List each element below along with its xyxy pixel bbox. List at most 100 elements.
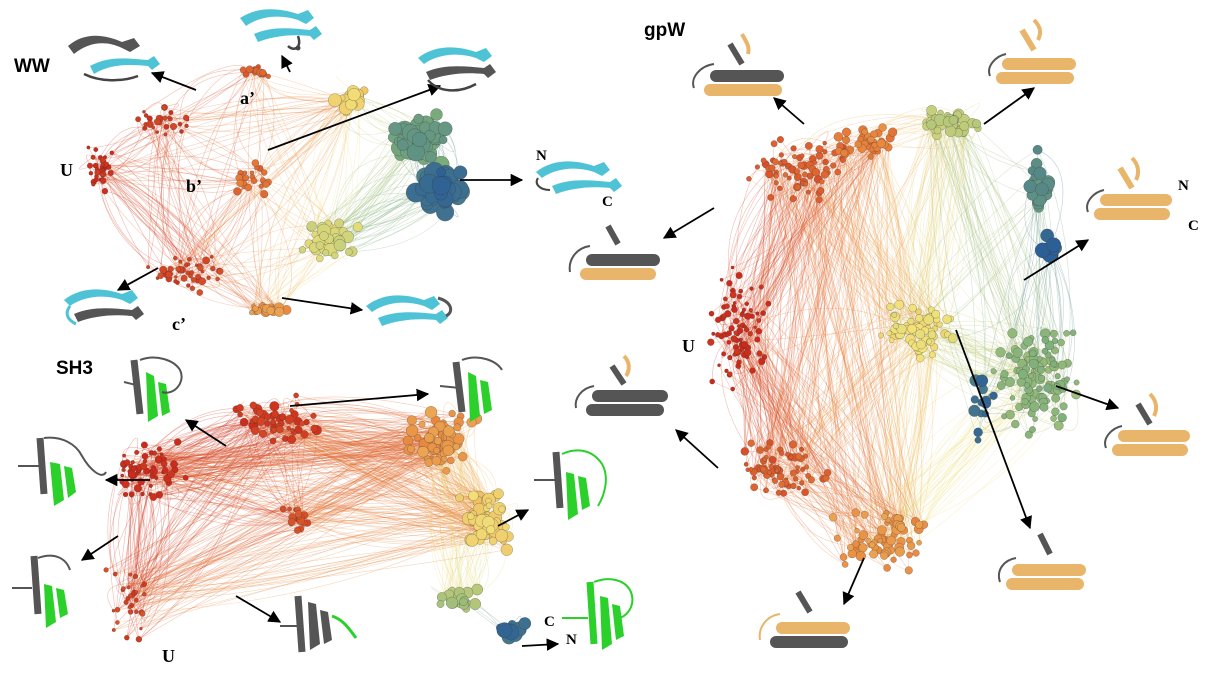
ww-network-edge — [179, 111, 347, 133]
sh3-network-node — [161, 467, 169, 474]
gpw-network-node — [744, 312, 752, 320]
gpw-network-node — [730, 265, 735, 270]
ww-network-edge — [173, 96, 335, 127]
sh3-network-node — [287, 506, 292, 512]
gpw-network-node — [833, 534, 841, 542]
sh3-arrow-to-structure-1 — [184, 419, 227, 447]
gpw-network-node — [907, 317, 915, 325]
gpw-network-edge — [845, 139, 902, 542]
sh3-network-node — [170, 460, 178, 469]
sh3-network-edge — [164, 456, 463, 465]
gpw-network-edge — [801, 449, 901, 527]
gpw-network-node — [807, 476, 815, 484]
gpw-network-edge — [761, 361, 796, 458]
sh3-network-edge — [137, 485, 152, 585]
gpw-network-node — [890, 556, 897, 563]
gpw-network-edge — [773, 143, 937, 320]
ww-network-node — [265, 73, 271, 80]
sh3-network-node — [140, 491, 145, 497]
ww-network-edge — [244, 107, 347, 187]
gpw-network-edge — [818, 199, 858, 531]
ww-network-edge — [101, 180, 161, 277]
sh3-network-node — [122, 491, 129, 498]
gpw-network-edge — [744, 329, 918, 452]
ww-network-node — [100, 162, 105, 167]
ww-network-edge — [253, 180, 263, 307]
gpw-network-edge — [790, 333, 890, 458]
ww-network-node — [425, 151, 437, 163]
sh3-network-edge — [136, 520, 482, 601]
sh3-network-edge — [460, 422, 473, 513]
sh3-network-edge — [105, 437, 418, 571]
gpw-network-node — [916, 339, 926, 350]
ww-network-edge — [161, 112, 179, 270]
gpw-network-edge — [889, 135, 938, 541]
ww-network-node — [250, 177, 258, 185]
sh3-network-edge — [142, 437, 418, 614]
ww-network-node — [189, 285, 196, 292]
ww-network-edge — [168, 100, 346, 280]
gpw-network-edge — [768, 168, 920, 530]
ww-network-node — [306, 221, 317, 232]
gpw-network-edge — [744, 356, 765, 478]
gpw-network-edge — [737, 188, 781, 335]
gpw-network-node — [790, 482, 797, 490]
ww-network-edge — [143, 65, 250, 113]
gpw-network-node — [727, 371, 733, 377]
ww-network-edge — [145, 98, 347, 125]
gpw-network-node — [892, 322, 900, 330]
ww-network-node — [347, 88, 361, 102]
gpw-network-node — [990, 368, 997, 375]
gpw-network-node — [766, 470, 772, 475]
gpw-network-node — [782, 172, 789, 178]
gpw-network-edge — [770, 197, 900, 548]
sh3-network-node — [471, 583, 484, 596]
ww-network-edge — [104, 134, 166, 159]
gpw-network-node — [926, 105, 937, 116]
gpw-network-node — [1000, 370, 1009, 379]
gpw-network-node — [854, 140, 862, 149]
sh3-network-edge — [136, 452, 479, 503]
gpw-network-edge — [801, 338, 911, 484]
gpw-network-edge — [758, 307, 909, 331]
gpw-network-edge — [768, 181, 822, 304]
gpw-network-edge — [832, 353, 1033, 518]
gpw-network-edge — [923, 201, 1038, 318]
gpw-network-node — [793, 476, 799, 482]
sh3-network-edge — [128, 508, 480, 588]
sh3-network-edge — [168, 482, 490, 510]
ww-network-node — [453, 165, 468, 180]
ww-network-node — [165, 271, 173, 279]
gpw-network-node — [861, 128, 869, 136]
gpw-network-node — [973, 427, 983, 437]
ww-network-node — [345, 248, 353, 256]
gpw-network-node — [1049, 329, 1058, 338]
sh3-network-edge — [115, 420, 436, 575]
sh3-network-edge — [141, 421, 253, 483]
gpw-unfolded-label: U — [682, 336, 695, 356]
sh3-network-node — [124, 459, 131, 466]
sh3-network-edge — [165, 441, 446, 471]
sh3-network-node — [287, 518, 296, 526]
gpw-network-edge — [870, 156, 940, 325]
sh3-network-edge — [153, 496, 305, 516]
ww-network-node — [151, 125, 156, 130]
gpw-network-edge — [838, 150, 892, 341]
ww-network-node — [142, 125, 148, 131]
gpw-network-node — [906, 541, 916, 550]
gpw-network-node — [772, 158, 779, 166]
gpw-network-edge — [928, 119, 971, 320]
gpw-network-edge — [948, 121, 1034, 354]
gpw-network-edge — [757, 171, 798, 314]
sh3-network-node — [455, 493, 464, 503]
ww-network-node — [94, 169, 101, 176]
gpw-network-edge — [747, 316, 766, 358]
sh3-network-edge — [125, 483, 480, 498]
ww-network-node — [202, 256, 211, 265]
gpw-network-edge — [844, 153, 861, 513]
ww-network-edge — [157, 69, 250, 123]
sh3-network-node — [148, 483, 153, 488]
sh3-network-node — [132, 573, 139, 580]
sh3-network-edge — [430, 412, 480, 510]
gpw-network-node — [834, 168, 842, 176]
